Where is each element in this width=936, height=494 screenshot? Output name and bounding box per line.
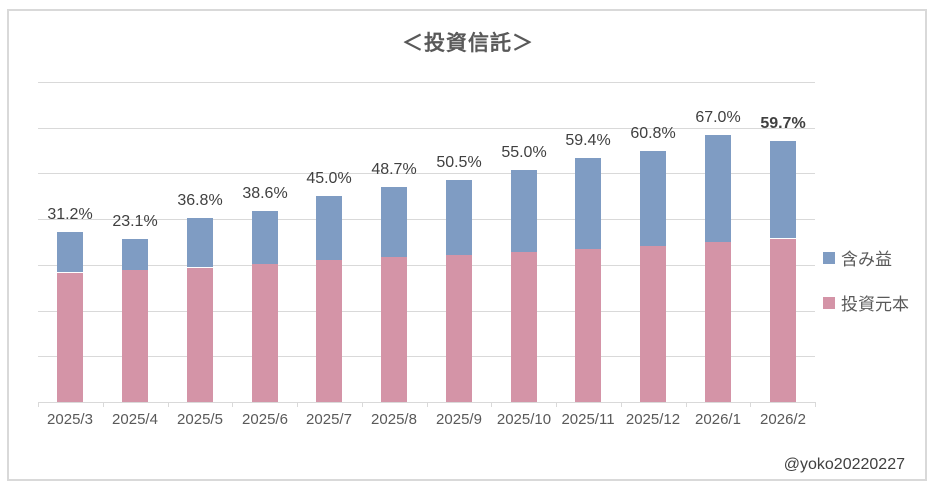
legend: 含み益 投資元本 — [823, 245, 909, 335]
bar-data-label: 38.6% — [242, 185, 288, 202]
x-axis-label: 2025/12 — [625, 411, 681, 428]
bar-segment-gain — [446, 180, 472, 255]
legend-item-gain: 含み益 — [823, 245, 909, 270]
bar-segment-gain — [252, 211, 278, 264]
x-axis-tick — [362, 402, 363, 407]
x-axis-tick — [815, 402, 816, 407]
x-axis-tick — [103, 402, 104, 407]
bar-segment-principal — [252, 264, 278, 402]
x-axis-label: 2025/4 — [112, 411, 158, 428]
legend-item-principal: 投資元本 — [823, 290, 909, 315]
x-axis-tick — [232, 402, 233, 407]
bar-data-label: 23.1% — [112, 213, 158, 230]
bar-data-label: 59.4% — [565, 132, 611, 149]
gridline — [38, 311, 815, 312]
x-axis-tick — [556, 402, 557, 407]
bar-segment-gain — [187, 218, 213, 267]
gridline — [38, 219, 815, 220]
bar-data-label: 59.7% — [760, 115, 806, 132]
x-axis-line — [38, 402, 815, 403]
bar-segment-gain — [511, 170, 537, 252]
bar-segment-principal — [770, 239, 796, 402]
gridline — [38, 128, 815, 129]
gridline — [38, 173, 815, 174]
x-axis-label: 2025/6 — [242, 411, 288, 428]
legend-label: 含み益 — [841, 250, 892, 269]
x-axis-label: 2025/8 — [371, 411, 417, 428]
bar-data-label: 50.5% — [436, 154, 482, 171]
legend-label: 投資元本 — [841, 295, 909, 314]
attribution-text: @yoko20220227 — [783, 456, 905, 473]
plot-area: 31.2% 2025/3 23.1% 2025/4 36.8% 2025/5 38.6% 20… — [38, 82, 816, 428]
bar-data-label: 45.0% — [306, 170, 352, 187]
x-axis-label: 2025/3 — [47, 411, 93, 428]
legend-swatch — [823, 296, 835, 309]
x-axis-label: 2026/2 — [760, 411, 806, 428]
x-axis-tick — [297, 402, 298, 407]
bar-segment-principal — [316, 260, 342, 402]
legend-swatch — [823, 251, 835, 264]
gridline — [38, 82, 815, 83]
bar-data-label: 31.2% — [47, 206, 93, 223]
bar-data-label: 67.0% — [695, 109, 741, 126]
bar-segment-principal — [446, 255, 472, 402]
bar-segment-gain — [122, 239, 148, 270]
bar-data-label: 36.8% — [177, 192, 223, 209]
bar-segment-principal — [511, 252, 537, 402]
x-axis-tick — [750, 402, 751, 407]
bar-segment-gain — [770, 141, 796, 238]
bar-segment-gain — [316, 196, 342, 260]
gridline — [38, 265, 815, 266]
x-axis-label: 2025/5 — [177, 411, 223, 428]
x-axis-tick — [38, 402, 39, 407]
bar-segment-principal — [187, 268, 213, 402]
x-axis-tick — [491, 402, 492, 407]
x-axis-tick — [621, 402, 622, 407]
x-axis-label: 2025/9 — [436, 411, 482, 428]
gridline — [38, 356, 815, 357]
bar-segment-principal — [705, 242, 731, 402]
x-axis-label: 2026/1 — [695, 411, 741, 428]
bar-data-label: 48.7% — [371, 161, 417, 178]
bar-segment-principal — [640, 246, 666, 402]
x-axis-tick — [168, 402, 169, 407]
bar-segment-principal — [57, 273, 83, 402]
x-axis-tick — [427, 402, 428, 407]
bar-segment-gain — [575, 158, 601, 249]
x-axis-label: 2025/7 — [306, 411, 352, 428]
bar-segment-gain — [640, 151, 666, 246]
bar-segment-gain — [705, 135, 731, 242]
bar-data-label: 55.0% — [501, 144, 547, 161]
x-axis-label: 2025/10 — [496, 411, 552, 428]
chart-title: ＜投資信託＞ — [402, 32, 534, 55]
bar-segment-principal — [122, 269, 148, 402]
bar-segment-gain — [381, 187, 407, 257]
bar-segment-principal — [575, 249, 601, 402]
x-axis-label: 2025/11 — [561, 411, 615, 428]
bar-data-label: 60.8% — [630, 125, 676, 142]
bar-segment-gain — [57, 232, 83, 272]
x-axis-tick — [686, 402, 687, 407]
bar-segment-principal — [381, 257, 407, 402]
